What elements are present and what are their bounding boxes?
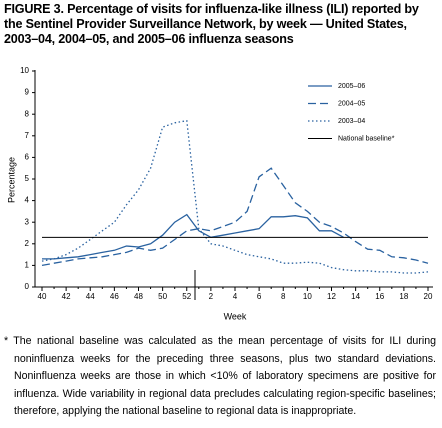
y-tick-label: 2 (25, 239, 30, 248)
x-tick-label: 8 (281, 292, 286, 301)
y-tick-label: 5 (25, 174, 30, 183)
x-tick-label: 14 (351, 292, 360, 301)
y-tick-label: 9 (25, 88, 30, 97)
x-tick-label: 18 (399, 292, 408, 301)
y-tick-label: 1 (25, 261, 30, 270)
y-tick-label: 3 (25, 217, 30, 226)
y-tick-label: 4 (25, 196, 30, 205)
series-line (41, 167, 429, 267)
series-line (42, 213, 344, 260)
x-axis-label: Week (224, 311, 247, 321)
x-tick-label: 52 (182, 292, 191, 301)
x-tick-label: 48 (134, 292, 143, 301)
x-tick-label: 40 (38, 292, 47, 301)
x-tick-label: 50 (158, 292, 167, 301)
legend-label: 2004–05 (338, 100, 365, 107)
x-tick-label: 2 (209, 292, 214, 301)
footnote: * The national baseline was calculated a… (4, 335, 436, 417)
y-tick-label: 8 (25, 109, 30, 118)
series-line (41, 119, 429, 274)
x-tick-label: 16 (375, 292, 384, 301)
x-tick-label: 4 (233, 292, 238, 301)
x-tick-label: 10 (303, 292, 312, 301)
chart-title: FIGURE 3. Percentage of visits for influ… (4, 2, 419, 46)
x-tick-label: 46 (110, 292, 119, 301)
legend-label: 2005–06 (338, 83, 365, 90)
x-tick-label: 12 (327, 292, 336, 301)
y-tick-label: 6 (25, 153, 30, 162)
y-axis-label: Percentage (6, 157, 16, 203)
x-tick-label: 6 (257, 292, 262, 301)
y-tick-label: 10 (20, 66, 29, 75)
x-tick-label: 44 (86, 292, 95, 301)
legend-label: 2003–04 (338, 118, 365, 125)
x-tick-label: 20 (424, 292, 433, 301)
y-tick-label: 0 (25, 282, 30, 291)
legend-label: National baseline* (338, 135, 395, 142)
x-tick-label: 42 (62, 292, 71, 301)
y-tick-label: 7 (25, 131, 30, 140)
